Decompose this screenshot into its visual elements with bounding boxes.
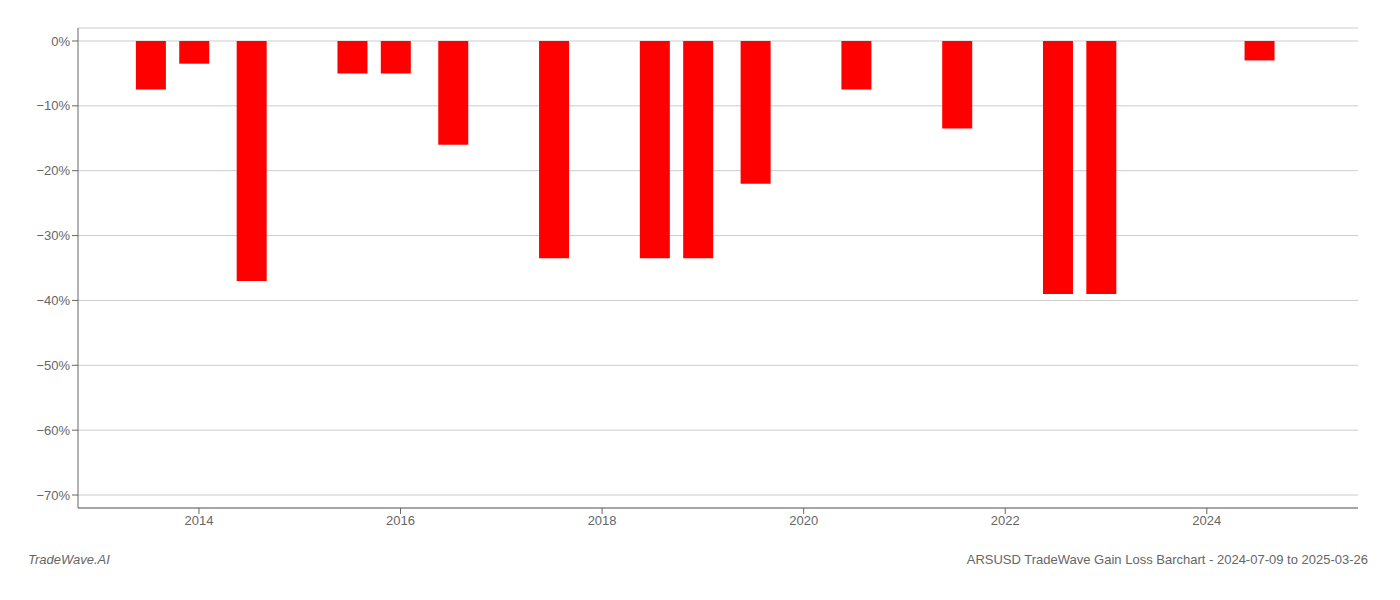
svg-text:0%: 0%	[51, 34, 70, 49]
svg-text:2024: 2024	[1192, 513, 1221, 528]
svg-text:−30%: −30%	[36, 228, 70, 243]
svg-text:−20%: −20%	[36, 163, 70, 178]
svg-text:2014: 2014	[184, 513, 213, 528]
svg-text:−40%: −40%	[36, 293, 70, 308]
svg-text:2022: 2022	[991, 513, 1020, 528]
svg-text:−60%: −60%	[36, 423, 70, 438]
svg-text:−50%: −50%	[36, 358, 70, 373]
html-text:ARSUSD TradeWave Gain Loss Bar: ARSUSD TradeWave Gain Loss Barchart - 20…	[966, 552, 1368, 567]
svg-text:2018: 2018	[588, 513, 617, 528]
svg-text:−70%: −70%	[36, 488, 70, 503]
html-text:TradeWave.AI: TradeWave.AI	[28, 552, 110, 567]
svg-text:−10%: −10%	[36, 98, 70, 113]
svg-text:2020: 2020	[789, 513, 818, 528]
svg-text:2016: 2016	[386, 513, 415, 528]
